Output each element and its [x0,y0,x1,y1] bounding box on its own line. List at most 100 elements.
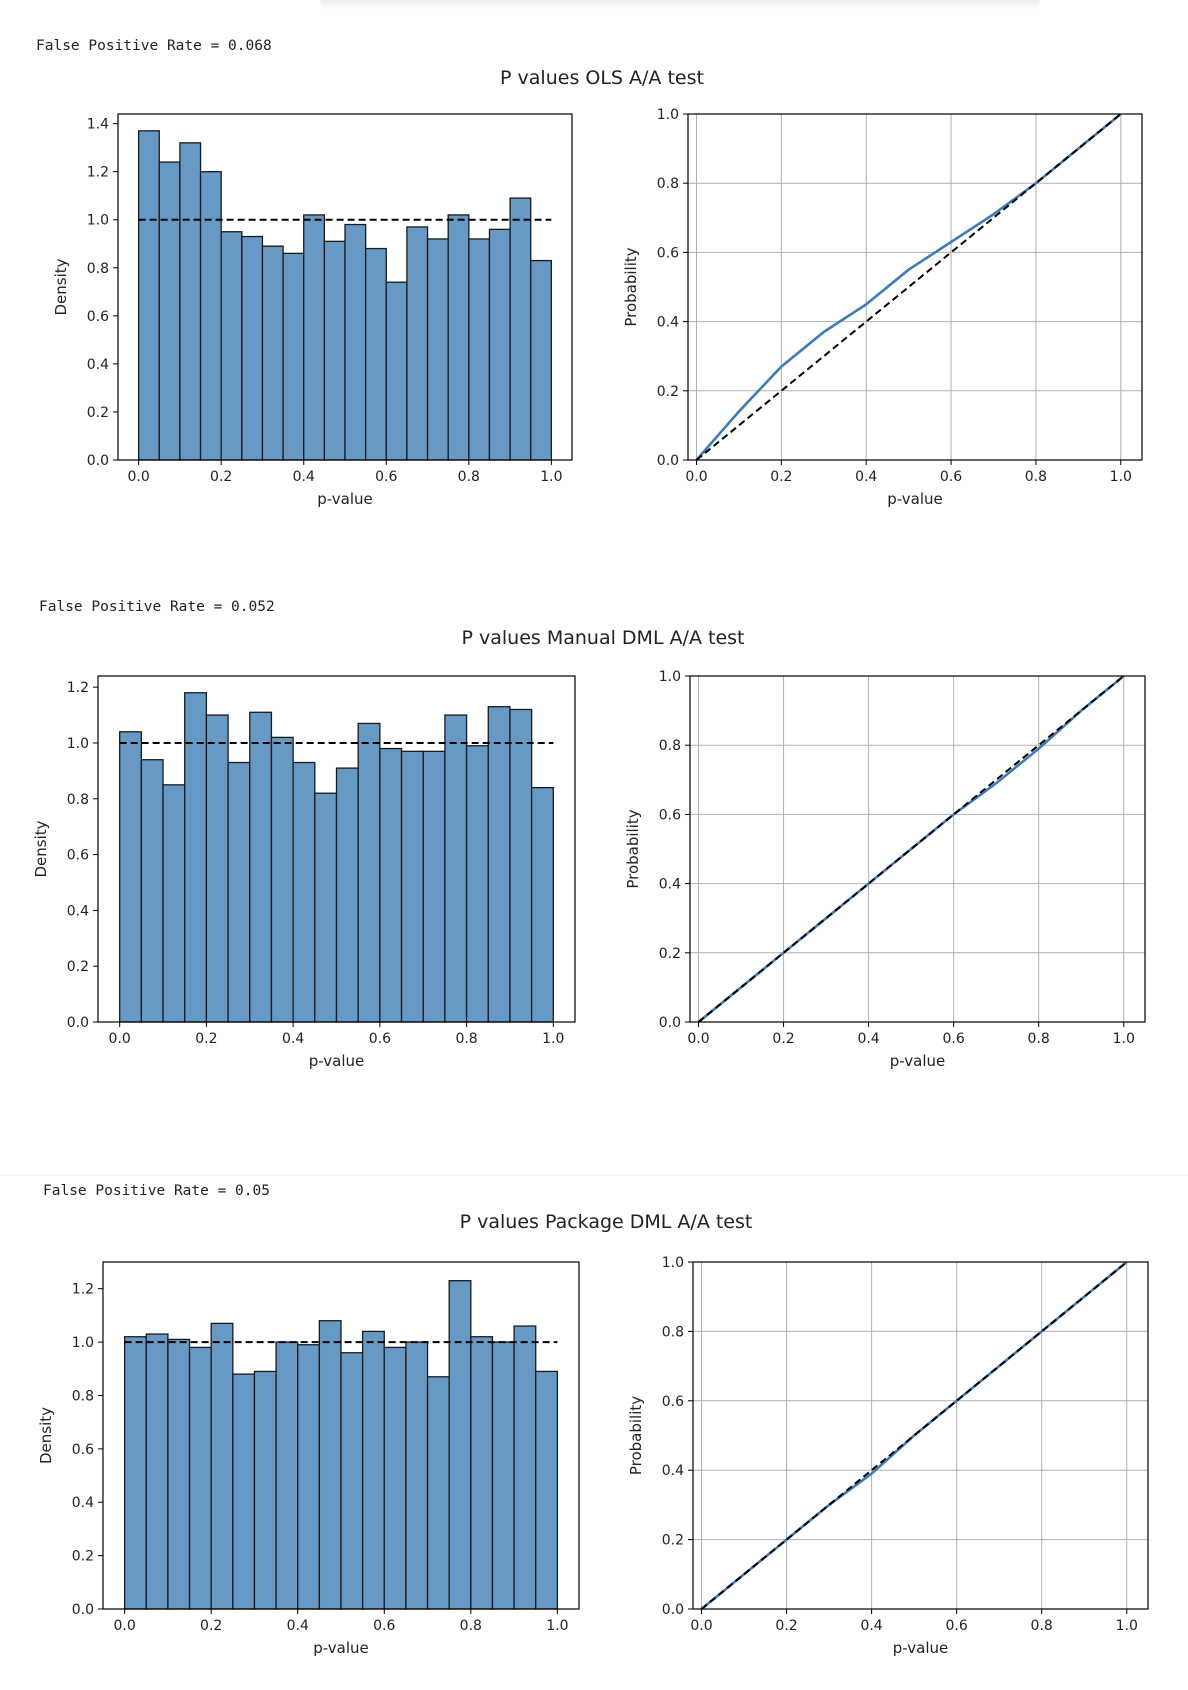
y-tick-label: 0.2 [67,959,89,975]
y-tick-label: 1.0 [67,736,89,752]
histogram-bar [406,226,429,461]
histogram-bar [323,240,346,461]
package-dml-ecdf-plot: 0.0 0.2 0.4 0.6 0.8 1.0 0.0 0.2 0.4 0.6 0.8 1.0 p-va… [627,1255,1149,1657]
x-tick-label: 0.0 [687,1031,709,1047]
histogram-bar [530,786,554,1023]
x-tick-label: 0.2 [200,1618,222,1634]
x-tick-label: 0.2 [775,1618,797,1634]
x-tick-label: 0.8 [458,469,480,485]
axes-frame [687,113,1143,461]
x-tick-label: 0.6 [369,1031,391,1047]
false-positive-rate-text: False Positive Rate = 0.052 [39,599,275,615]
histogram-bar [357,722,381,1023]
histogram-bar [145,1333,169,1610]
histogram-bar [509,708,533,1023]
x-tick-label: 0.4 [293,469,315,485]
y-tick-label: 0.0 [662,1602,684,1618]
axes-frame [689,675,1146,1023]
x-tick-label: 1.0 [540,469,562,485]
x-axis-label: p-value [887,490,943,508]
y-tick-label: 1.2 [72,1282,94,1298]
histogram-bar [444,714,468,1023]
package-dml-histogram: 0.0 0.2 0.4 0.6 0.8 1.0 0.0 0.2 0.4 0.6 0.8 1.0 1.2 p… [37,1261,580,1657]
figure-title: P values Manual DML A/A test [462,627,745,649]
axes-frame [117,113,573,461]
y-tick-label: 0.2 [657,384,679,400]
x-tick-label: 0.6 [946,1618,968,1634]
histogram-bar [253,1370,277,1610]
x-tick-label: 0.8 [1025,469,1047,485]
ols-ecdf-plot: 0.0 0.2 0.4 0.6 0.8 1.0 0.0 0.2 0.4 0.6 0.8 1.0 p-va… [622,107,1143,508]
y-tick-label: 0.0 [67,1015,89,1031]
histogram-bar [292,761,316,1023]
histogram-bar [314,792,338,1023]
x-tick-label: 0.6 [943,1031,965,1047]
x-tick-label: 1.0 [1116,1618,1138,1634]
histogram-bar [179,142,202,461]
y-tick-label: 1.0 [662,1255,684,1271]
histogram-bar [167,1338,191,1610]
y-tick-label: 0.6 [72,1442,94,1458]
histogram-bar [205,714,229,1023]
x-tick-label: 0.0 [690,1618,712,1634]
x-axis-label: p-value [317,490,373,508]
x-tick-label: 0.2 [770,469,792,485]
y-tick-label: 0.4 [662,1463,684,1479]
histogram-bar [448,1280,472,1610]
histogram-bar [199,171,222,461]
x-tick-label: 0.4 [857,1031,879,1047]
ols-histogram: 0.0 0.2 0.4 0.6 0.8 1.0 0.0 0.2 0.4 0.6 0.8 1.0 1.2 1… [52,113,573,508]
x-tick-label: 0.4 [287,1618,309,1634]
y-tick-label: 0.8 [87,261,109,277]
ols-figure: P values OLS A/A test 0.0 0.2 0.4 0.6 0.8 1.0… [52,67,1143,508]
false-positive-rate-text: False Positive Rate = 0.068 [36,38,272,54]
y-tick-label: 1.4 [87,117,109,133]
x-tick-label: 0.8 [1028,1031,1050,1047]
histogram-bar [318,1320,342,1610]
x-tick-label: 0.4 [855,469,877,485]
histogram-bar [509,197,532,461]
histogram-bar [422,750,446,1023]
histogram-bar [249,711,273,1023]
y-tick-label: 0.4 [87,357,109,373]
y-tick-label: 0.0 [659,1015,681,1031]
y-tick-label: 0.4 [67,903,89,919]
x-axis-label: p-value [313,1639,369,1657]
y-tick-label: 0.2 [72,1549,94,1565]
manual-dml-histogram: 0.0 0.2 0.4 0.6 0.8 1.0 0.0 0.2 0.4 0.6 0.8 1.0 1.2 p… [32,675,576,1070]
histogram-bar [282,252,305,461]
histogram-bar [137,130,160,461]
false-positive-rate-text: False Positive Rate = 0.05 [43,1183,270,1199]
y-tick-label: 0.8 [657,176,679,192]
y-tick-label: 0.4 [72,1495,94,1511]
diagonal-reference-line [700,1261,1128,1610]
histogram-bar [400,750,424,1023]
histogram-bar [487,706,511,1023]
histogram-bar [123,1336,147,1610]
x-axis-label: p-value [893,1639,949,1657]
histogram-bar [491,1341,515,1610]
y-tick-label: 0.6 [662,1394,684,1410]
figure-title: P values Package DML A/A test [460,1211,753,1233]
histogram-bar [220,231,243,461]
histogram-bar [468,238,491,461]
x-tick-label: 0.8 [460,1618,482,1634]
x-tick-label: 1.0 [1110,469,1132,485]
package-dml-figure: P values Package DML A/A test 0.0 0.2 0.4 0… [37,1211,1149,1657]
histogram-bar [426,238,449,461]
diagonal-reference-line [695,113,1122,461]
histogram-bar [270,736,294,1023]
y-tick-label: 0.2 [659,946,681,962]
y-axis-label: Probability [627,1396,645,1475]
histogram-bar [447,214,470,461]
x-tick-label: 0.6 [940,469,962,485]
y-axis-label: Density [32,820,50,877]
histogram-bar [379,747,403,1023]
y-tick-label: 1.0 [72,1335,94,1351]
x-tick-label: 0.8 [1031,1618,1053,1634]
histogram-bar [385,281,408,461]
x-tick-label: 0.0 [128,469,150,485]
histogram-bar [465,745,489,1023]
histogram-bar [227,761,251,1023]
y-tick-label: 0.6 [659,807,681,823]
